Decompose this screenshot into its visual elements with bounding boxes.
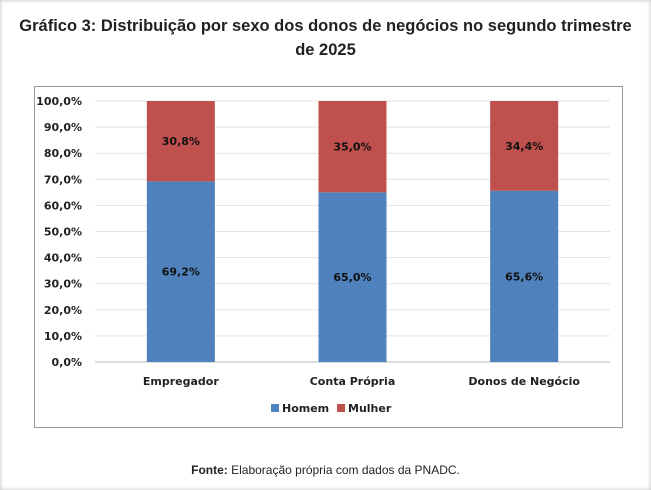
data-label: 65,6% — [505, 270, 543, 283]
chart-title: Gráfico 3: Distribuição por sexo dos don… — [19, 17, 632, 59]
x-tick-label: Conta Própria — [310, 375, 396, 388]
legend-label: Homem — [282, 402, 329, 415]
bar-mulher — [318, 101, 387, 193]
y-tick-label: 30,0% — [44, 278, 82, 291]
y-tick-label: 100,0% — [36, 95, 82, 108]
data-label: 65,0% — [333, 271, 371, 284]
bar-homem — [490, 190, 559, 362]
y-tick-label: 0,0% — [51, 356, 82, 369]
x-tick-label: Empregador — [143, 375, 219, 388]
source-label: Fonte: — [191, 463, 228, 477]
y-tick-label: 70,0% — [44, 173, 82, 186]
data-label: 34,4% — [505, 140, 543, 153]
source-text: Elaboração própria com dados da PNADC. — [227, 463, 460, 477]
legend-swatch-homem — [271, 404, 279, 412]
y-tick-label: 90,0% — [44, 121, 82, 134]
y-tick-label: 50,0% — [44, 226, 82, 239]
bar-homem — [146, 181, 215, 362]
data-label: 35,0% — [333, 141, 371, 154]
data-label: 30,8% — [162, 135, 200, 148]
legend-swatch-mulher — [337, 404, 345, 412]
bar-homem — [318, 192, 387, 362]
chart-frame — [34, 86, 623, 428]
y-tick-label: 40,0% — [44, 252, 82, 265]
y-tick-label: 10,0% — [44, 330, 82, 343]
x-tick-label: Donos de Negócio — [468, 375, 580, 388]
y-tick-label: 80,0% — [44, 147, 82, 160]
data-label: 69,2% — [162, 266, 200, 279]
y-tick-label: 60,0% — [44, 199, 82, 212]
y-tick-label: 20,0% — [44, 304, 82, 317]
source-note: Fonte: Elaboração própria com dados da P… — [0, 463, 651, 477]
legend-label: Mulher — [348, 402, 392, 415]
bar-mulher — [490, 101, 559, 191]
bar-mulher — [146, 101, 215, 182]
